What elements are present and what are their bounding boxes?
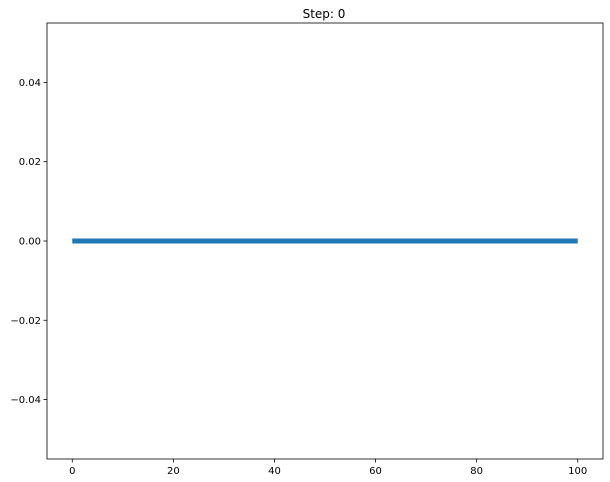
x-tick-label: 0: [69, 466, 75, 477]
x-tick-label: 80: [470, 466, 483, 477]
x-tick-label: 20: [167, 466, 180, 477]
y-tick-label: 0.00: [19, 237, 41, 248]
y-tick-label: −0.04: [10, 395, 41, 406]
axes-frame: [46, 22, 604, 460]
chart-title: Step: 0: [303, 7, 346, 21]
x-tick-label: 100: [568, 466, 587, 477]
x-tick-label: 60: [369, 466, 382, 477]
y-axis: −0.04 −0.02 0.00 0.02 0.04: [10, 78, 47, 406]
x-tick-label: 40: [268, 466, 281, 477]
y-tick-label: 0.02: [19, 157, 41, 168]
y-tick-label: −0.02: [10, 316, 41, 327]
x-axis: 0 20 40 60 80 100: [69, 459, 587, 477]
y-tick-label: 0.04: [19, 78, 41, 89]
